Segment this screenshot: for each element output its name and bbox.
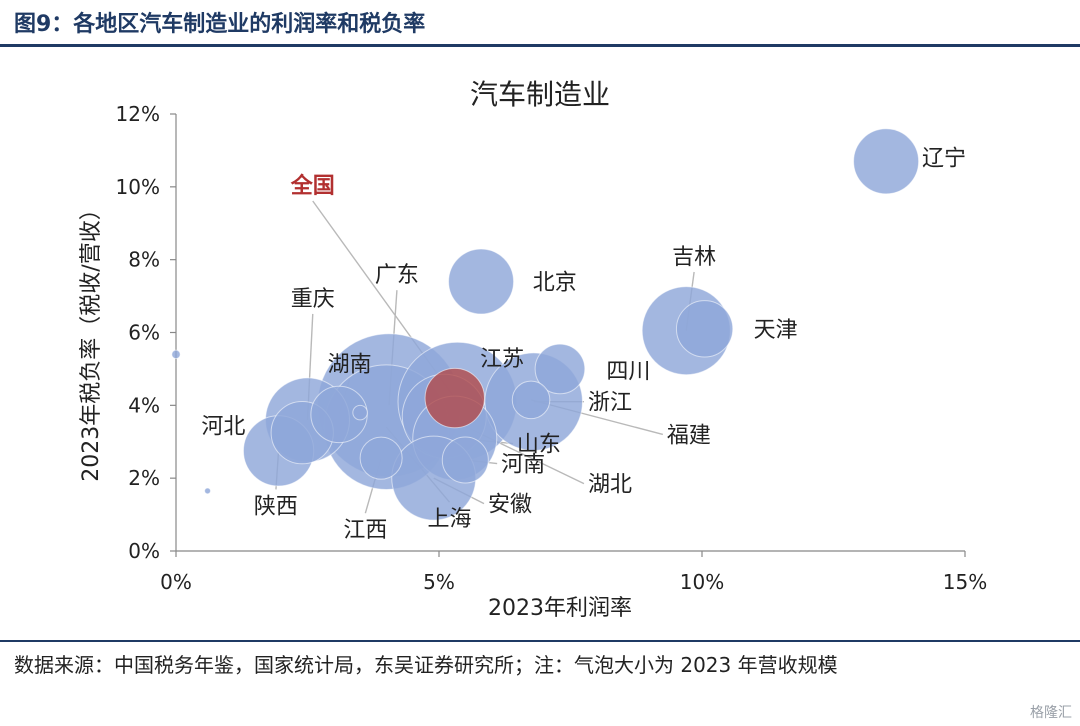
point-label: 北京 <box>533 271 577 296</box>
point-label: 吉林 <box>672 245 716 270</box>
bubble <box>352 404 368 421</box>
point-label: 广东 <box>375 263 419 288</box>
bubble-江西 <box>359 436 403 480</box>
point-label: 江西 <box>343 518 387 543</box>
bottom-divider <box>0 640 1080 642</box>
point-label: 全国 <box>290 173 335 199</box>
bubble-北京 <box>448 248 515 315</box>
point-label: 湖北 <box>588 473 632 498</box>
point-label: 上海 <box>428 507 472 532</box>
x-tick-label: 0% <box>160 570 192 594</box>
y-tick-label: 4% <box>128 393 160 417</box>
bubble-福建 <box>511 380 551 420</box>
point-label: 福建 <box>667 423 711 448</box>
y-tick-label: 8% <box>128 248 160 272</box>
watermark: 格隆汇 <box>1030 705 1072 721</box>
bubble <box>204 487 212 495</box>
y-tick-label: 12% <box>116 102 160 126</box>
y-tick-label: 6% <box>128 321 160 345</box>
top-divider <box>0 44 1080 47</box>
source-note: 数据来源：中国税务年鉴，国家统计局，东吴证券研究所；注：气泡大小为 2023 年… <box>14 653 838 677</box>
bubble-四川 <box>534 343 586 395</box>
point-label: 天津 <box>754 318 798 343</box>
y-axis-label: 2023年税负率（税收/营收） <box>79 198 104 481</box>
chart-title: 汽车制造业 <box>470 78 610 111</box>
y-tick-label: 10% <box>116 175 160 199</box>
bubble-全国 <box>424 367 485 429</box>
point-label: 河北 <box>201 414 245 439</box>
point-label: 浙江 <box>588 391 632 416</box>
axes: 0% 2% 4% 6% 8% 10% 12% 0% 5% 10% 15% <box>116 102 988 594</box>
point-label: 辽宁 <box>922 147 966 172</box>
bubble-河南 <box>441 436 489 484</box>
point-label: 陕西 <box>254 494 298 519</box>
point-label: 湖南 <box>328 352 372 377</box>
figure-title: 图9：各地区汽车制造业的利润率和税负率 <box>14 12 426 37</box>
bubble <box>171 349 181 360</box>
y-tick-label: 0% <box>128 539 160 563</box>
x-tick-label: 15% <box>943 570 987 594</box>
y-tick-label: 2% <box>128 466 160 490</box>
point-label: 江苏 <box>480 347 524 372</box>
point-label: 安徽 <box>488 493 532 518</box>
x-axis-label: 2023年利润率 <box>488 596 632 621</box>
point-label: 河南 <box>501 453 545 478</box>
point-label: 重庆 <box>291 287 335 312</box>
point-label: 四川 <box>606 360 650 385</box>
x-tick-label: 5% <box>423 570 455 594</box>
bubble-天津 <box>675 300 734 358</box>
bubble-辽宁 <box>853 128 920 195</box>
bubbles <box>171 128 920 521</box>
point-label: 山东 <box>517 433 561 458</box>
x-tick-label: 10% <box>680 570 724 594</box>
